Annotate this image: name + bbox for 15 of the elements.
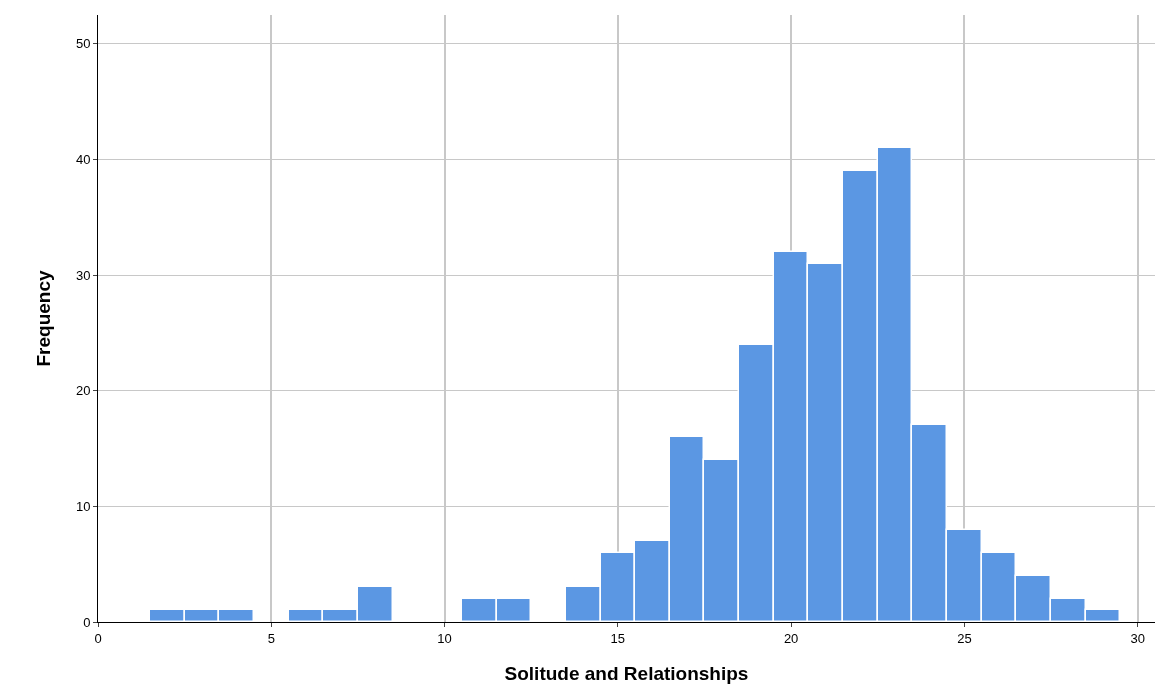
- x-tick-label: 20: [783, 630, 799, 646]
- y-tick-label: 20: [75, 383, 91, 399]
- x-tick-label: 30: [1130, 630, 1145, 646]
- y-tick-label: 50: [75, 36, 91, 52]
- y-axis-title: Frequency: [32, 270, 54, 367]
- y-tick-label: 0: [83, 614, 91, 630]
- y-tick-label: 30: [75, 267, 91, 283]
- x-axis-title: Solitude and Relationships: [504, 663, 749, 685]
- x-tick-label: 15: [610, 630, 626, 646]
- y-tick-label: 40: [75, 152, 91, 168]
- y-tick-label: 10: [75, 498, 91, 514]
- x-tick-label: 25: [957, 630, 972, 646]
- x-tick-label: 10: [437, 630, 452, 646]
- x-tick-label: 0: [94, 630, 102, 646]
- x-tick-label: 5: [267, 630, 275, 646]
